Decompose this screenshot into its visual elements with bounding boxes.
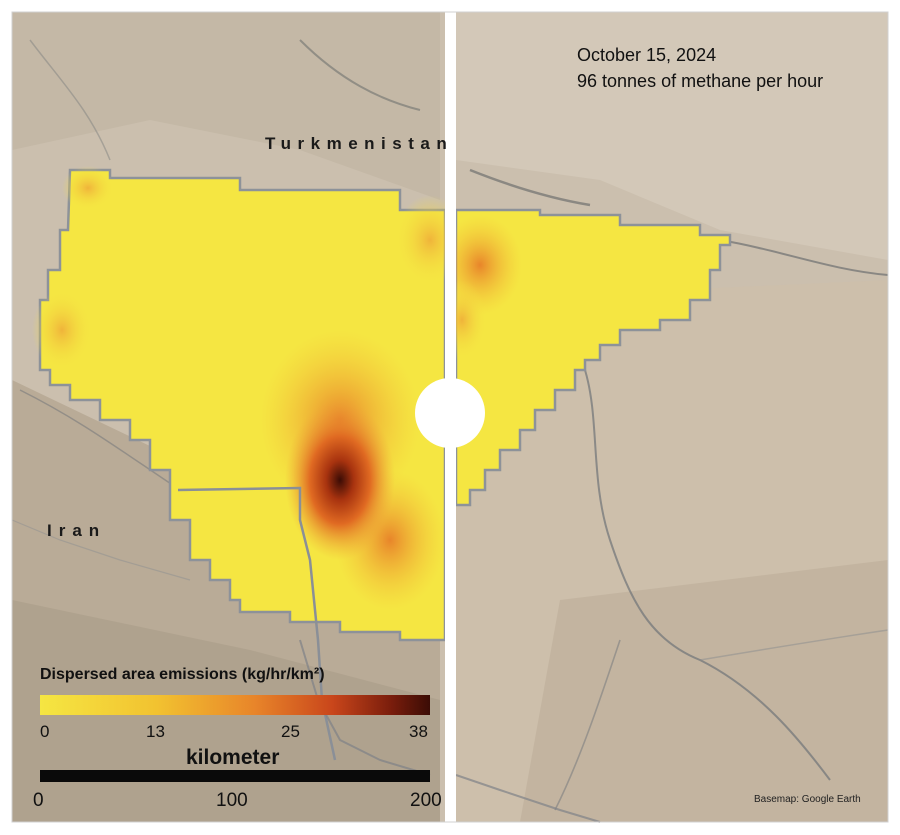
scale-bar: [40, 770, 430, 782]
legend-title: Dispersed area emissions (kg/hr/km²): [40, 666, 325, 683]
emission-area-right: [456, 208, 732, 507]
legend-tick-0: 0: [40, 722, 50, 741]
scale-bar-title: kilometer: [186, 746, 280, 769]
legend-color-bar: [40, 695, 430, 715]
scale-tick-0: 0: [33, 790, 44, 811]
emission-area-left: [32, 166, 445, 761]
emission-rate-label: 96 tonnes of methane per hour: [577, 71, 824, 91]
country-label-north: Turkmenistan: [265, 134, 454, 153]
scale-tick-2: 200: [410, 790, 442, 811]
basemap-credit: Basemap: Google Earth: [754, 794, 861, 805]
roads: [11, 519, 601, 823]
legend-tick-1: 13: [146, 722, 165, 741]
country-label-south: Iran: [47, 521, 107, 540]
legend-tick-3: 38: [409, 722, 428, 741]
scale-tick-1: 100: [216, 790, 248, 811]
date-label: October 15, 2024: [577, 45, 717, 65]
legend-tick-2: 25: [281, 722, 300, 741]
center-marker: [415, 378, 485, 448]
